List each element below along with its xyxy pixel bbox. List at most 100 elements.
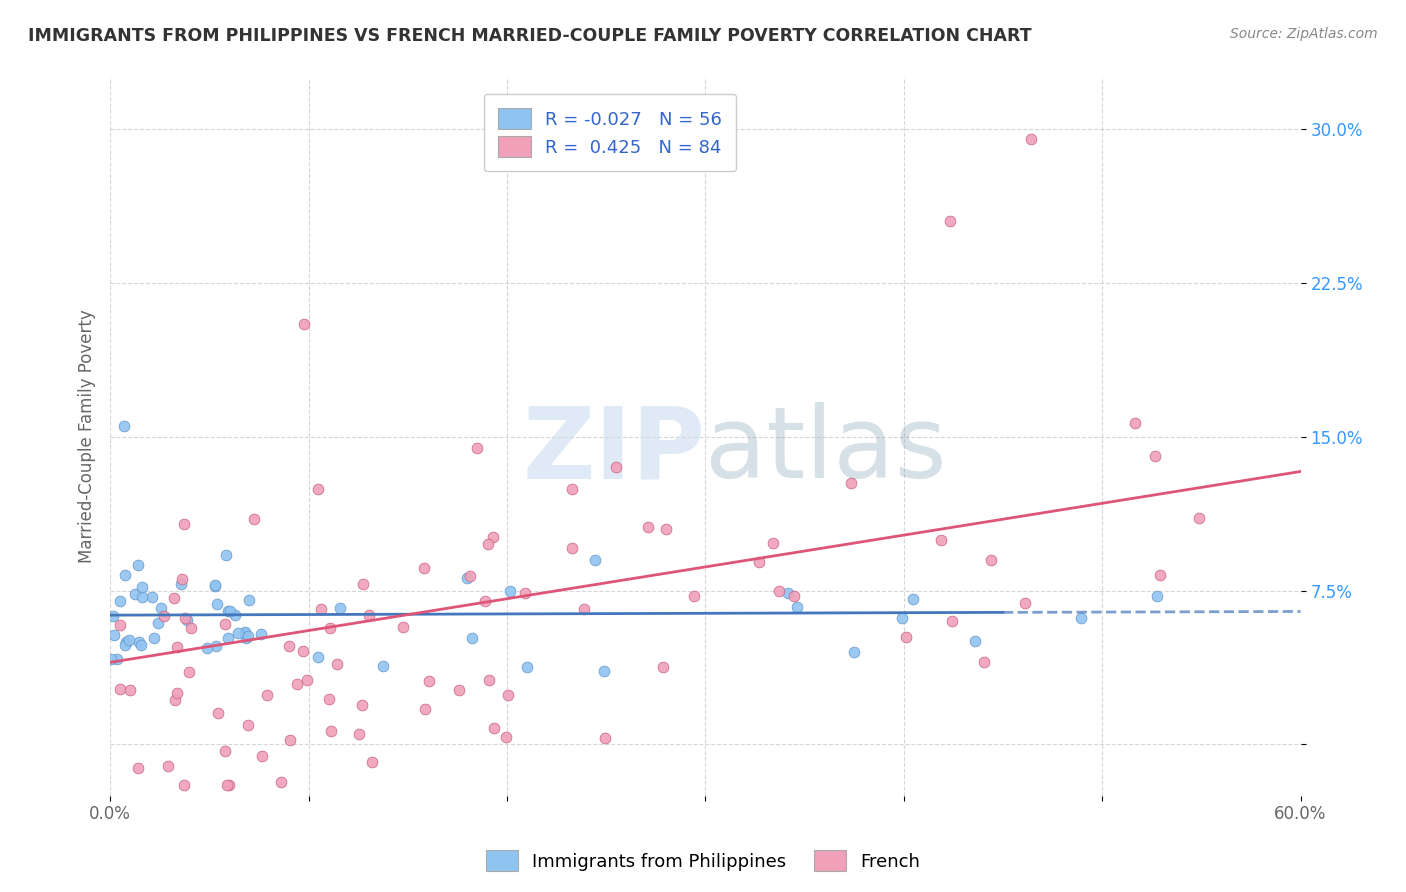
Point — [572, 602, 595, 616]
Point — [233, 626, 256, 640]
Point — [205, 598, 228, 612]
Point — [307, 650, 329, 665]
Point — [321, 723, 343, 738]
Point — [776, 585, 799, 599]
Point — [841, 475, 863, 490]
Point — [270, 775, 292, 789]
Point — [903, 591, 925, 606]
Point — [217, 604, 239, 618]
Point — [980, 552, 1002, 566]
Text: Source: ZipAtlas.com: Source: ZipAtlas.com — [1230, 27, 1378, 41]
Point — [1014, 596, 1036, 610]
Point — [169, 577, 191, 591]
Point — [329, 600, 352, 615]
Point — [1123, 417, 1146, 431]
Point — [413, 561, 436, 575]
Point — [1144, 449, 1167, 463]
Point — [224, 608, 246, 623]
Point — [115, 635, 138, 649]
Point — [285, 677, 308, 691]
Point — [204, 579, 226, 593]
Point — [278, 639, 301, 653]
Point — [371, 658, 394, 673]
Point — [204, 578, 226, 592]
Point — [593, 731, 616, 745]
Text: atlas: atlas — [706, 402, 948, 500]
Point — [141, 590, 163, 604]
Point — [748, 555, 770, 569]
Point — [156, 759, 179, 773]
Point — [768, 583, 790, 598]
Point — [173, 516, 195, 531]
Point — [516, 660, 538, 674]
Point — [110, 618, 132, 632]
Point — [114, 638, 136, 652]
Point — [593, 664, 616, 678]
Point — [655, 522, 678, 536]
Point — [481, 530, 503, 544]
Point — [1149, 567, 1171, 582]
Point — [941, 614, 963, 628]
Point — [114, 568, 136, 582]
Point — [103, 628, 125, 642]
Point — [605, 459, 627, 474]
Point — [129, 638, 152, 652]
Point — [127, 761, 149, 775]
Point — [108, 682, 131, 697]
Point — [352, 698, 374, 713]
Point — [163, 693, 186, 707]
Point — [652, 660, 675, 674]
Point — [173, 779, 195, 793]
Point — [173, 611, 195, 625]
Point — [170, 572, 193, 586]
Point — [101, 609, 124, 624]
Point — [361, 755, 384, 769]
Point — [318, 622, 340, 636]
Point — [177, 665, 200, 679]
Point — [413, 702, 436, 716]
Point — [973, 655, 995, 669]
Point — [1146, 589, 1168, 603]
Point — [495, 730, 517, 744]
Point — [392, 620, 415, 634]
Point — [1188, 511, 1211, 525]
Point — [250, 748, 273, 763]
Point — [842, 645, 865, 659]
Point — [477, 537, 499, 551]
Point — [105, 652, 128, 666]
Point — [180, 621, 202, 635]
Point — [150, 600, 173, 615]
Point — [890, 611, 912, 625]
Point — [461, 631, 484, 645]
Point — [515, 586, 537, 600]
Point — [325, 657, 347, 671]
Point — [292, 317, 315, 331]
Point — [894, 630, 917, 644]
Point — [153, 609, 176, 624]
Point — [197, 640, 219, 655]
Point — [131, 591, 153, 605]
Point — [963, 634, 986, 648]
Point — [215, 549, 238, 563]
Point — [447, 683, 470, 698]
Point — [146, 616, 169, 631]
Point — [243, 512, 266, 526]
Point — [292, 644, 315, 658]
Point — [219, 604, 242, 618]
Point — [236, 718, 259, 732]
Point — [166, 640, 188, 654]
Point — [496, 688, 519, 702]
Point — [235, 631, 257, 645]
Point — [478, 673, 501, 688]
Point — [307, 483, 329, 497]
Point — [112, 419, 135, 434]
Point — [250, 627, 273, 641]
Point — [347, 727, 370, 741]
Point — [456, 571, 478, 585]
Legend: R = -0.027   N = 56, R =  0.425   N = 84: R = -0.027 N = 56, R = 0.425 N = 84 — [484, 94, 737, 171]
Point — [782, 589, 804, 603]
Point — [278, 732, 301, 747]
Point — [131, 580, 153, 594]
Point — [561, 482, 583, 496]
Point — [458, 569, 481, 583]
